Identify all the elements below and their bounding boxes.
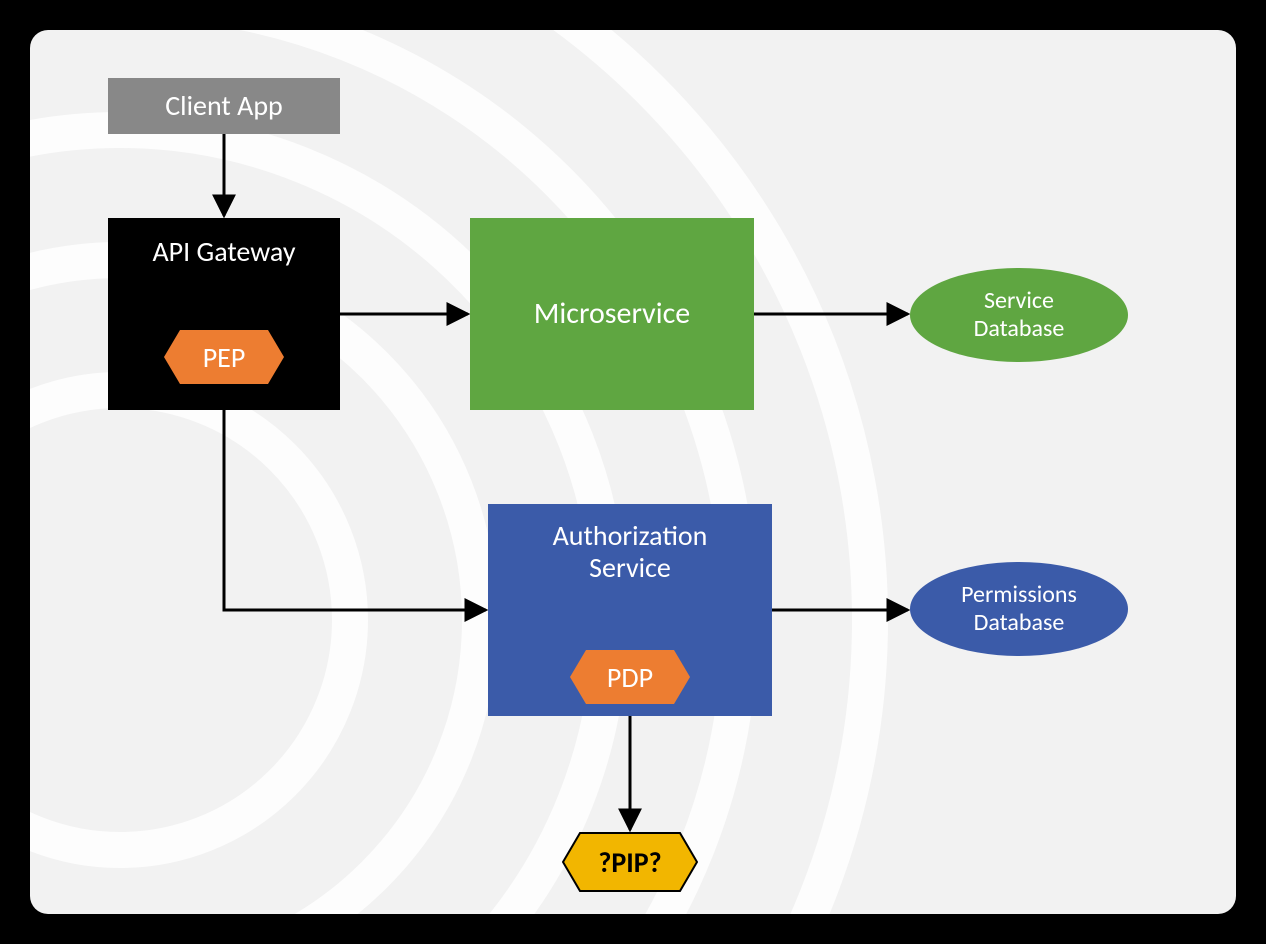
node-permissions-db: Permissions Database	[910, 562, 1128, 656]
node-client-app: Client App	[108, 78, 340, 134]
auth-service-title: Authorization Service	[490, 520, 770, 584]
service-db-label: Service Database	[974, 287, 1065, 342]
node-service-db: Service Database	[910, 268, 1128, 362]
node-pip: ?PIP?	[562, 832, 698, 892]
edge-gateway-to-auth	[224, 410, 486, 610]
edges-layer	[0, 0, 1266, 944]
api-gateway-title: API Gateway	[110, 234, 338, 269]
pip-label: ?PIP?	[598, 845, 661, 880]
pep-label: PEP	[203, 340, 246, 375]
permissions-db-label: Permissions Database	[961, 581, 1077, 636]
node-pep: PEP	[164, 330, 284, 384]
node-pdp: PDP	[570, 650, 690, 704]
pdp-label: PDP	[607, 660, 653, 695]
node-microservice: Microservice	[470, 218, 754, 410]
client-app-label: Client App	[165, 90, 283, 122]
microservice-label: Microservice	[534, 297, 690, 332]
